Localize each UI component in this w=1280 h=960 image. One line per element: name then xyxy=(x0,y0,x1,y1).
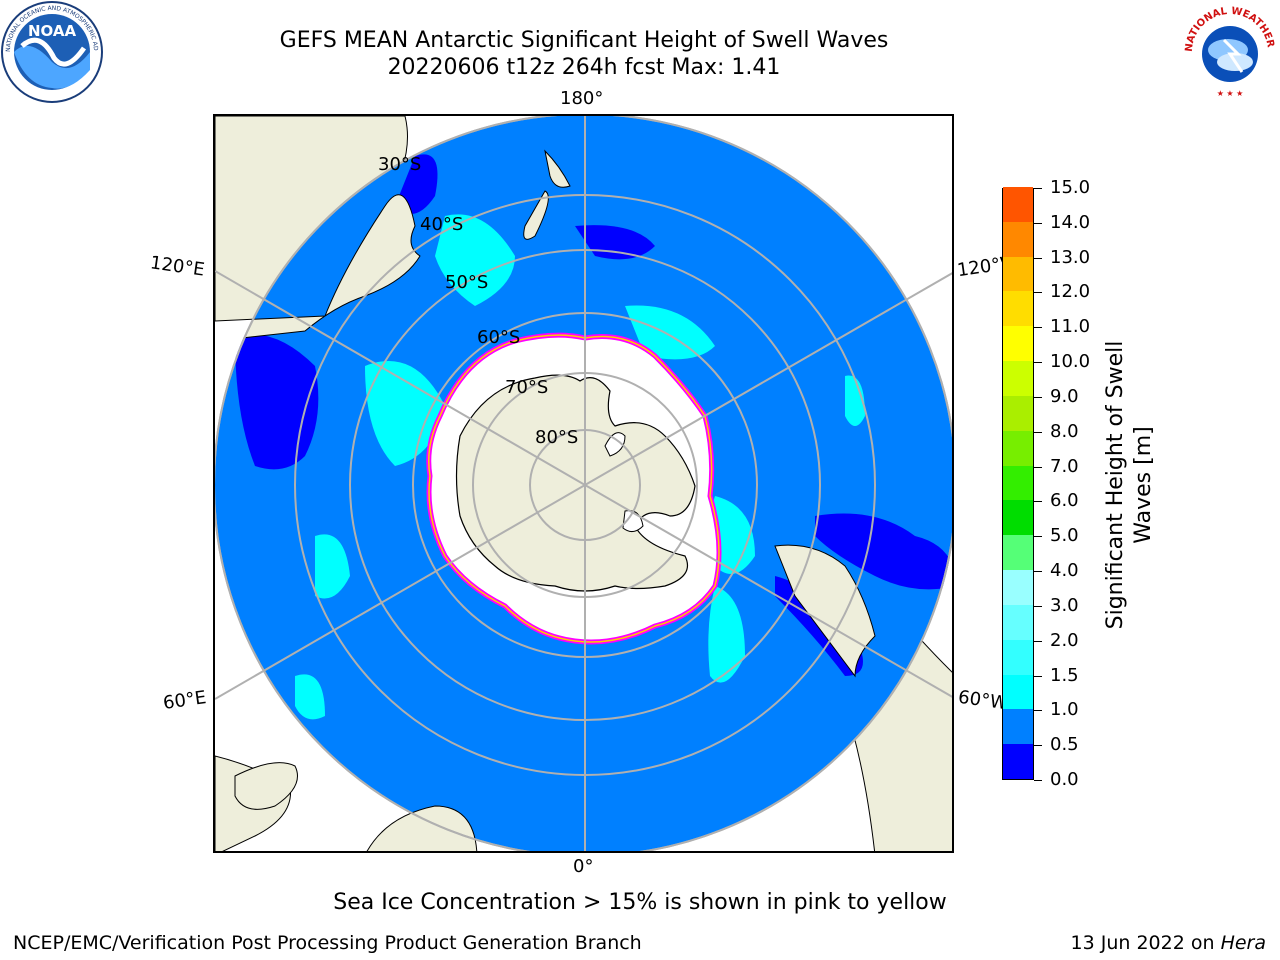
colorbar-segment xyxy=(1003,534,1033,571)
colorbar-tick-label: 1.5 xyxy=(1050,664,1079,686)
lat-label-30s: 30°S xyxy=(378,154,421,175)
colorbar-tick-label: 8.0 xyxy=(1050,420,1079,442)
colorbar-tick-label: 9.0 xyxy=(1050,385,1079,407)
colorbar-tick xyxy=(1034,257,1042,259)
footer-machine: Hera xyxy=(1220,932,1266,954)
lat-label-80s: 80°S xyxy=(535,427,578,448)
colorbar-tick-label: 2.0 xyxy=(1050,629,1079,651)
colorbar-tick xyxy=(1034,605,1042,607)
lat-label-50s: 50°S xyxy=(445,272,488,293)
sea-ice-note: Sea Ice Concentration > 15% is shown in … xyxy=(333,890,947,915)
land-madagascar xyxy=(234,762,298,810)
map-title: GEFS MEAN Antarctic Significant Height o… xyxy=(279,28,889,53)
land-nz-north xyxy=(544,149,571,188)
footer-date: 13 Jun 2022 on Hera xyxy=(1071,932,1266,954)
colorbar-tick-label: 10.0 xyxy=(1050,351,1091,373)
noaa-logo: NOAA NATIONAL OCEANIC AND ATMOSPHERIC AD… xyxy=(0,0,104,104)
swell-patch-pacific-south xyxy=(625,305,715,360)
colorbar-segment xyxy=(1003,430,1033,466)
lat-label-60s: 60°S xyxy=(477,327,520,348)
colorbar-segment xyxy=(1003,674,1033,710)
longitude-grid xyxy=(215,116,952,851)
lat-label-40s: 40°S xyxy=(420,214,463,235)
swell-patch-indian-west xyxy=(315,534,350,599)
footer-date-text: 13 Jun 2022 on xyxy=(1070,932,1221,954)
colorbar-tick xyxy=(1034,396,1042,398)
colorbar-segment xyxy=(1003,708,1033,745)
swell-patch-indian-south xyxy=(365,361,445,466)
colorbar-segment xyxy=(1003,499,1033,536)
lon-label-180: 180° xyxy=(560,88,604,109)
svg-text:★ ★ ★: ★ ★ ★ xyxy=(1217,89,1244,98)
polar-map-svg: 30°S 40°S 50°S 60°S 70°S 80°S xyxy=(215,116,952,851)
colorbar-tick xyxy=(1034,431,1042,433)
swell-patch-atlantic xyxy=(708,586,745,683)
colorbar-title-line1: Significant Height of Swell xyxy=(1103,340,1128,630)
lat-label-70s: 70°S xyxy=(505,377,548,398)
colorbar-tick xyxy=(1034,536,1042,538)
swell-patch-nz xyxy=(435,214,515,306)
colorbar-segment xyxy=(1003,604,1033,640)
colorbar-tick xyxy=(1034,362,1042,364)
colorbar-segment xyxy=(1003,325,1033,362)
colorbar-segment xyxy=(1003,186,1033,222)
colorbar-tick xyxy=(1034,710,1042,712)
colorbar-segment xyxy=(1003,395,1033,431)
swell-patch-east-pacific xyxy=(845,375,865,426)
colorbar-tick xyxy=(1034,327,1042,329)
colorbar xyxy=(1002,186,1034,780)
colorbar-segment xyxy=(1003,221,1033,257)
colorbar-tick xyxy=(1034,675,1042,677)
lon-label-120e: 120°E xyxy=(148,252,206,281)
colorbar-tick xyxy=(1034,292,1042,294)
lon-label-60e: 60°E xyxy=(161,687,208,714)
nws-logo: NATIONAL WEATHER SERVICE ★ ★ ★ xyxy=(1176,0,1280,102)
colorbar-tick-label: 0.0 xyxy=(1050,769,1079,790)
colorbar-tick-label: 11.0 xyxy=(1050,316,1091,338)
colorbar-tick xyxy=(1034,745,1042,747)
colorbar-segment xyxy=(1003,256,1033,292)
land-australia xyxy=(215,194,421,342)
colorbar-tick xyxy=(1034,188,1042,189)
colorbar-tick xyxy=(1034,501,1042,503)
swell-patch-sw-indian xyxy=(295,674,325,720)
colorbar-segment xyxy=(1003,290,1033,327)
land-antarctica xyxy=(455,374,696,592)
colorbar-tick xyxy=(1034,222,1042,224)
colorbar-tick-label: 7.0 xyxy=(1050,455,1079,477)
colorbar-segment xyxy=(1003,743,1033,779)
footer-branch: NCEP/EMC/Verification Post Processing Pr… xyxy=(13,932,642,954)
colorbar-tick xyxy=(1034,571,1042,573)
colorbar-segment xyxy=(1003,639,1033,675)
low-swell-patch-indian xyxy=(235,334,319,470)
polar-map: 30°S 40°S 50°S 60°S 70°S 80°S xyxy=(213,114,954,853)
noaa-logo-text: NOAA xyxy=(28,22,77,40)
colorbar-segment xyxy=(1003,360,1033,396)
colorbar-tick-label: 12.0 xyxy=(1050,281,1091,303)
colorbar-tick-label: 5.0 xyxy=(1050,525,1079,547)
colorbar-tick xyxy=(1034,640,1042,642)
map-subtitle: 20220606 t12z 264h fcst Max: 1.41 xyxy=(387,55,781,80)
colorbar-tick xyxy=(1034,780,1042,781)
colorbar-title-line2: Waves [m] xyxy=(1131,426,1156,544)
low-swell-patch-chile xyxy=(815,513,952,590)
colorbar-title: Significant Height of Swell Waves [m] xyxy=(1102,341,1158,630)
colorbar-tick-label: 3.0 xyxy=(1050,594,1079,616)
colorbar-segment xyxy=(1003,569,1033,605)
colorbar-tick-label: 0.5 xyxy=(1050,734,1079,756)
colorbar-tick-label: 13.0 xyxy=(1050,246,1091,268)
lon-label-0: 0° xyxy=(573,856,594,877)
colorbar-tick-label: 4.0 xyxy=(1050,560,1079,582)
colorbar-tick-label: 15.0 xyxy=(1050,177,1091,198)
colorbar-tick-label: 6.0 xyxy=(1050,490,1079,512)
colorbar-tick-label: 1.0 xyxy=(1050,699,1079,721)
colorbar-tick xyxy=(1034,466,1042,468)
colorbar-segment xyxy=(1003,465,1033,501)
colorbar-tick-label: 14.0 xyxy=(1050,211,1091,233)
